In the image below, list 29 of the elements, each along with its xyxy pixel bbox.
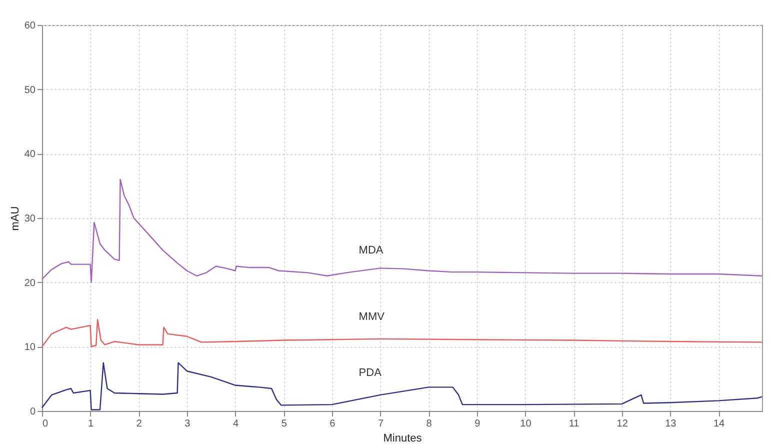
y-tick-label: 40	[24, 149, 36, 160]
series-label: PDA	[358, 366, 382, 379]
y-tick-label: 0	[30, 406, 36, 418]
line-series	[41, 178, 763, 283]
y-tick-label: 60	[24, 20, 36, 32]
x-tick-label: 5	[281, 418, 288, 430]
x-tick-label: 12	[616, 418, 628, 430]
y-tick-label: 10	[24, 342, 36, 354]
x-tick-label: 13	[665, 418, 677, 430]
series-label: MMV	[358, 310, 386, 323]
x-tick-label: 7	[378, 418, 384, 430]
x-tick-label: 11	[568, 418, 580, 430]
x-tick-label: 9	[474, 418, 481, 430]
x-tick-label: 1	[88, 418, 94, 430]
x-tick-label: 0	[42, 418, 48, 430]
x-tick-label: 3	[184, 418, 191, 430]
x-tick-label: 6	[330, 418, 336, 430]
x-tick-label: 4	[233, 418, 240, 430]
series-label: MDA	[358, 244, 384, 257]
y-tick-label: 20	[24, 278, 36, 289]
y-tick-label: 30	[24, 214, 36, 224]
y-axis-title: mAU	[9, 206, 22, 231]
y-tick-label: 50	[24, 84, 36, 96]
x-tick-label: 14	[713, 418, 726, 430]
x-axis-title: Minutes	[383, 432, 422, 444]
x-tick-label: 10	[520, 418, 532, 430]
line-series	[41, 319, 763, 348]
x-tick-label: 8	[426, 418, 432, 430]
x-tick-label: 2	[136, 418, 142, 430]
